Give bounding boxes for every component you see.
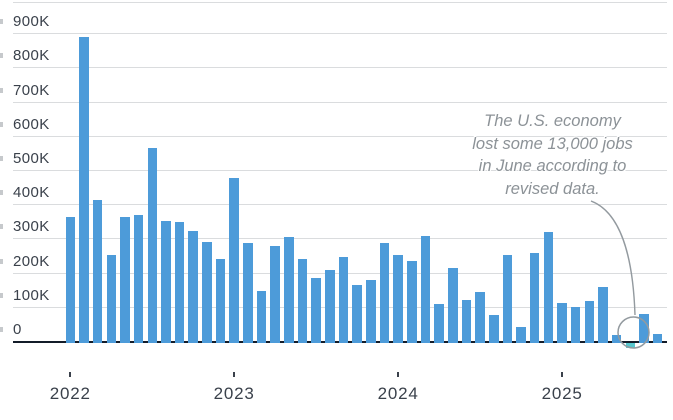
bar <box>188 230 198 343</box>
gridline-700K <box>13 101 667 103</box>
gridline-800K <box>13 67 667 69</box>
bar <box>92 200 103 343</box>
bar <box>284 237 294 343</box>
bar <box>256 291 267 343</box>
bar <box>529 252 540 343</box>
y-axis-label: 200K <box>13 252 50 270</box>
y-axis-label: 500K <box>13 150 50 167</box>
bar <box>147 147 158 343</box>
bar <box>475 292 485 343</box>
bar <box>639 314 649 343</box>
bar <box>297 258 308 343</box>
y-axis-tick <box>0 224 3 230</box>
y-axis-tick <box>0 156 3 161</box>
annotation-text: The U.S. economy lost some 13,000 jobs i… <box>430 110 673 200</box>
gridline-500K <box>13 170 667 171</box>
bar <box>161 220 171 343</box>
y-axis-label: 0 <box>13 321 22 338</box>
bar <box>489 314 499 343</box>
y-axis-label: 100K <box>13 286 50 304</box>
bar <box>379 242 390 343</box>
y-axis-tick <box>0 53 3 59</box>
bar <box>79 36 89 343</box>
year-label-2024: 2024 <box>377 384 419 403</box>
x-axis-tick <box>69 372 72 377</box>
year-label-2025: 2025 <box>541 384 583 403</box>
y-axis-label: 600K <box>13 115 50 133</box>
annotation-line-2: lost some 13,000 jobs <box>472 134 633 153</box>
y-axis-tick <box>0 19 3 25</box>
bar <box>502 254 513 343</box>
y-axis-tick <box>0 121 3 127</box>
bar <box>516 326 526 343</box>
year-label-2023: 2023 <box>213 384 255 403</box>
bar <box>461 300 472 343</box>
bar <box>106 254 117 343</box>
gridline-top <box>13 2 667 3</box>
bar <box>557 303 567 343</box>
x-axis-tick <box>233 372 236 377</box>
bar <box>311 278 321 343</box>
bar <box>325 269 335 343</box>
gridline-900K <box>13 33 667 35</box>
bar <box>448 267 458 343</box>
y-axis-label: 300K <box>13 218 50 236</box>
bar-highlighted <box>625 343 636 348</box>
bar <box>407 260 417 343</box>
y-axis-tick <box>0 327 3 332</box>
y-axis-tick <box>0 258 3 264</box>
bar <box>543 231 554 343</box>
bar <box>65 216 76 343</box>
y-axis-tick <box>0 190 3 196</box>
y-axis-tick <box>0 292 3 298</box>
x-axis-tick <box>397 372 400 377</box>
bar <box>366 279 376 343</box>
y-axis-label: 700K <box>13 81 50 99</box>
bar <box>338 257 349 343</box>
y-axis-label: 800K <box>13 47 50 65</box>
gridline-300K <box>13 238 667 240</box>
bar <box>570 306 581 343</box>
y-axis-label: 900K <box>13 13 50 31</box>
annotation-line-1: The U.S. economy <box>484 112 621 130</box>
gridline-600K <box>13 135 667 137</box>
gridline-400K <box>13 204 667 206</box>
bar <box>598 287 608 343</box>
annotation-line-3: in June according to <box>478 157 627 175</box>
bar <box>584 300 595 343</box>
year-label-2022: 2022 <box>49 384 91 403</box>
bar <box>243 243 253 343</box>
y-axis-label: 400K <box>13 184 50 202</box>
y-axis-tick <box>0 87 3 93</box>
x-axis-tick <box>561 372 564 377</box>
bar <box>270 245 280 343</box>
bar <box>133 214 144 343</box>
bar <box>611 334 622 343</box>
bar <box>420 236 431 343</box>
annotation-line-4: revised data. <box>505 179 600 198</box>
bar <box>229 177 239 343</box>
bar <box>352 284 362 343</box>
bar <box>652 333 663 343</box>
bar <box>393 254 403 343</box>
bar <box>174 222 185 343</box>
bar <box>215 258 226 343</box>
bar <box>120 216 130 343</box>
bar <box>434 303 444 343</box>
bar <box>202 242 212 343</box>
